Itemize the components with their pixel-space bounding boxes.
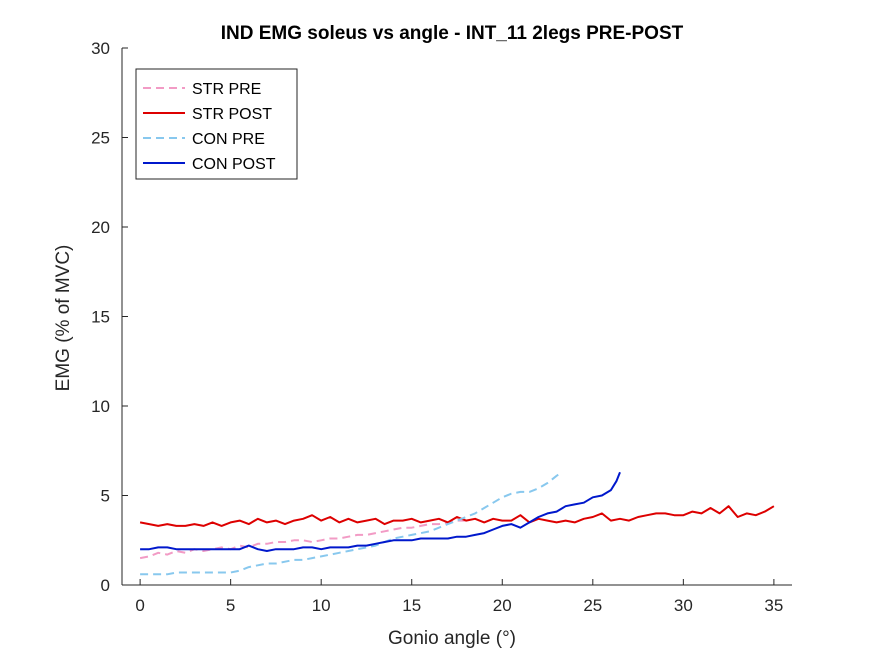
legend: STR PRE STR POST CON PRE CON POST bbox=[135, 68, 298, 180]
y-tick-label: 20 bbox=[91, 218, 110, 237]
x-axis-title: Gonio angle (°) bbox=[388, 628, 516, 649]
y-tick-label: 15 bbox=[91, 308, 110, 327]
legend-items: STR PRE STR POST CON PRE CON POST bbox=[143, 81, 276, 173]
x-tick-label: 10 bbox=[312, 596, 331, 615]
x-tick-label: 5 bbox=[226, 596, 235, 615]
legend-label-str-pre: STR PRE bbox=[192, 81, 261, 98]
x-tick-label: 25 bbox=[583, 596, 602, 615]
y-tick-label: 25 bbox=[91, 129, 110, 148]
y-tick-label: 30 bbox=[91, 39, 110, 58]
legend-label-str-post: STR POST bbox=[192, 106, 272, 123]
x-tick-label: 15 bbox=[402, 596, 421, 615]
x-tick-label: 30 bbox=[674, 596, 693, 615]
series-line-str-post bbox=[139, 505, 775, 527]
plot-layer bbox=[139, 471, 775, 576]
y-tick-label: 0 bbox=[101, 576, 110, 595]
legend-label-con-post: CON POST bbox=[192, 156, 276, 173]
x-tick-label: 0 bbox=[135, 596, 144, 615]
x-tick-label: 20 bbox=[493, 596, 512, 615]
series-line-con-pre bbox=[140, 471, 563, 576]
ticks-layer: 0 5 10 15 20 25 30 35 0 5 10 15 20 25 30 bbox=[91, 39, 783, 615]
chart-title: IND EMG soleus vs angle - INT_11 2legs P… bbox=[221, 23, 684, 44]
y-tick-label: 5 bbox=[101, 487, 110, 506]
x-tick-label: 35 bbox=[764, 596, 783, 615]
y-axis-title: EMG (% of MVC) bbox=[53, 245, 74, 392]
series-line-con-post bbox=[140, 471, 621, 552]
y-tick-label: 10 bbox=[91, 397, 110, 416]
legend-label-con-pre: CON PRE bbox=[192, 131, 265, 148]
